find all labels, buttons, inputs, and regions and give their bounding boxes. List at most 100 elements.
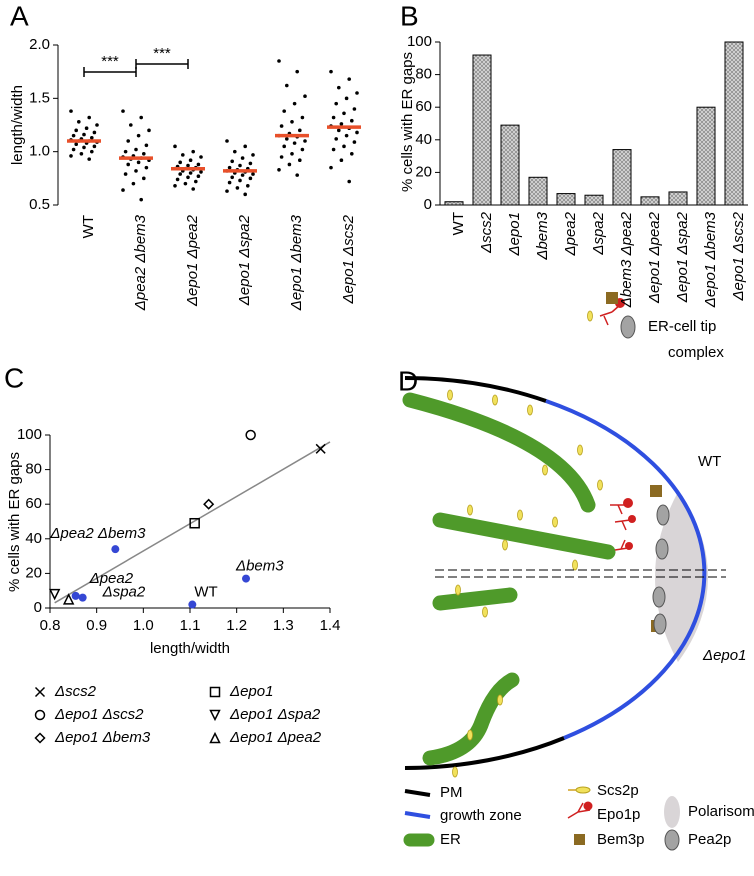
y-tick-label: 40	[415, 131, 432, 148]
data-point	[71, 147, 76, 152]
legend-swatch	[664, 829, 680, 851]
wt-label: WT	[698, 453, 721, 470]
data-point	[134, 169, 138, 173]
point-label: Δspa2	[102, 584, 146, 601]
data-point	[298, 128, 302, 133]
data-point	[337, 128, 341, 133]
scatter-point	[188, 600, 197, 609]
x-tick-label: Δepo1 Δbem3	[702, 211, 719, 308]
x-tick-label: Δepo1	[506, 212, 523, 256]
data-point	[298, 158, 302, 162]
data-point	[303, 139, 307, 143]
panel-letter: D	[398, 365, 418, 396]
bem3p	[606, 292, 663, 632]
data-point	[233, 149, 237, 154]
data-point	[123, 172, 128, 176]
bar	[696, 106, 716, 206]
data-point	[196, 162, 201, 167]
panel-letter: A	[10, 0, 29, 31]
point-label: Δbem3	[235, 558, 284, 575]
data-point	[77, 120, 81, 124]
scatter-point	[48, 588, 61, 601]
data-point	[300, 115, 305, 120]
y-tick-label: 40	[25, 530, 42, 547]
point-label: Δpea2 Δbem3	[49, 525, 146, 542]
data-point	[178, 172, 182, 176]
legend-marker	[34, 709, 46, 721]
data-point	[292, 101, 297, 106]
scatter-point	[62, 593, 75, 605]
y-axis-label: % cells with ER gaps	[399, 52, 416, 192]
data-point	[251, 153, 255, 157]
data-point	[329, 165, 333, 170]
trend-line	[54, 441, 331, 604]
x-tick-label: WT	[80, 215, 97, 238]
data-point	[136, 133, 141, 138]
legend-label: Δscs2	[54, 683, 97, 700]
data-point	[279, 124, 284, 128]
data-point	[344, 133, 349, 138]
data-point	[334, 137, 339, 141]
panel-letter: C	[4, 362, 24, 393]
scatter-point	[315, 443, 326, 454]
data-point	[230, 175, 234, 180]
x-tick-label: 1.3	[273, 617, 294, 634]
marker	[111, 545, 120, 554]
er	[402, 392, 616, 766]
legend-swatch	[664, 796, 680, 828]
data-point	[87, 115, 91, 120]
data-point	[248, 176, 253, 181]
x-tick-label: Δspa2	[590, 211, 607, 255]
legend-marker	[209, 731, 221, 744]
bar	[612, 149, 632, 206]
marker	[209, 731, 221, 744]
data-point	[191, 187, 195, 191]
data-point	[92, 130, 97, 135]
y-tick-label: 0	[424, 196, 432, 213]
data-point	[290, 120, 294, 124]
data-point	[69, 109, 73, 113]
data-point	[240, 156, 245, 160]
data-point	[352, 140, 357, 144]
data-point	[175, 177, 180, 182]
data-point	[238, 178, 242, 183]
data-point	[277, 168, 281, 172]
data-point	[290, 152, 294, 156]
legend-marker	[209, 686, 221, 698]
y-axis-label: length/width	[9, 85, 26, 165]
legend-label: Polarisome	[688, 803, 754, 820]
data-point	[181, 153, 185, 157]
data-point	[139, 115, 143, 120]
data-point	[95, 123, 99, 127]
data-point	[277, 59, 281, 63]
data-point	[92, 144, 97, 149]
data-point	[144, 143, 149, 148]
data-point	[347, 77, 352, 81]
data-point	[282, 109, 287, 113]
legend-label: ER	[440, 831, 461, 848]
data-point	[295, 173, 300, 177]
data-point	[339, 122, 344, 126]
data-point	[147, 128, 151, 133]
data-point	[243, 144, 247, 149]
data-point	[344, 96, 349, 101]
legend-label: PM	[440, 784, 463, 801]
x-tick-label: Δepo1 Δscs2	[730, 211, 747, 301]
data-point	[295, 69, 300, 74]
marker	[242, 574, 250, 583]
marker	[48, 588, 61, 601]
legend-label: Scs2p	[597, 782, 639, 799]
data-point	[183, 181, 188, 186]
data-point	[87, 157, 91, 161]
data-point	[69, 154, 73, 158]
x-tick-label: Δepo1 Δspa2	[674, 211, 691, 303]
data-point	[329, 69, 333, 74]
x-tick-label: WT	[450, 212, 467, 235]
data-point	[292, 141, 297, 145]
legend-swatch	[404, 789, 431, 797]
x-tick-label: 1.1	[180, 617, 201, 634]
complex-label: complex	[668, 344, 724, 361]
growth-zone	[545, 399, 707, 740]
x-tick-label: 1.4	[320, 617, 341, 634]
